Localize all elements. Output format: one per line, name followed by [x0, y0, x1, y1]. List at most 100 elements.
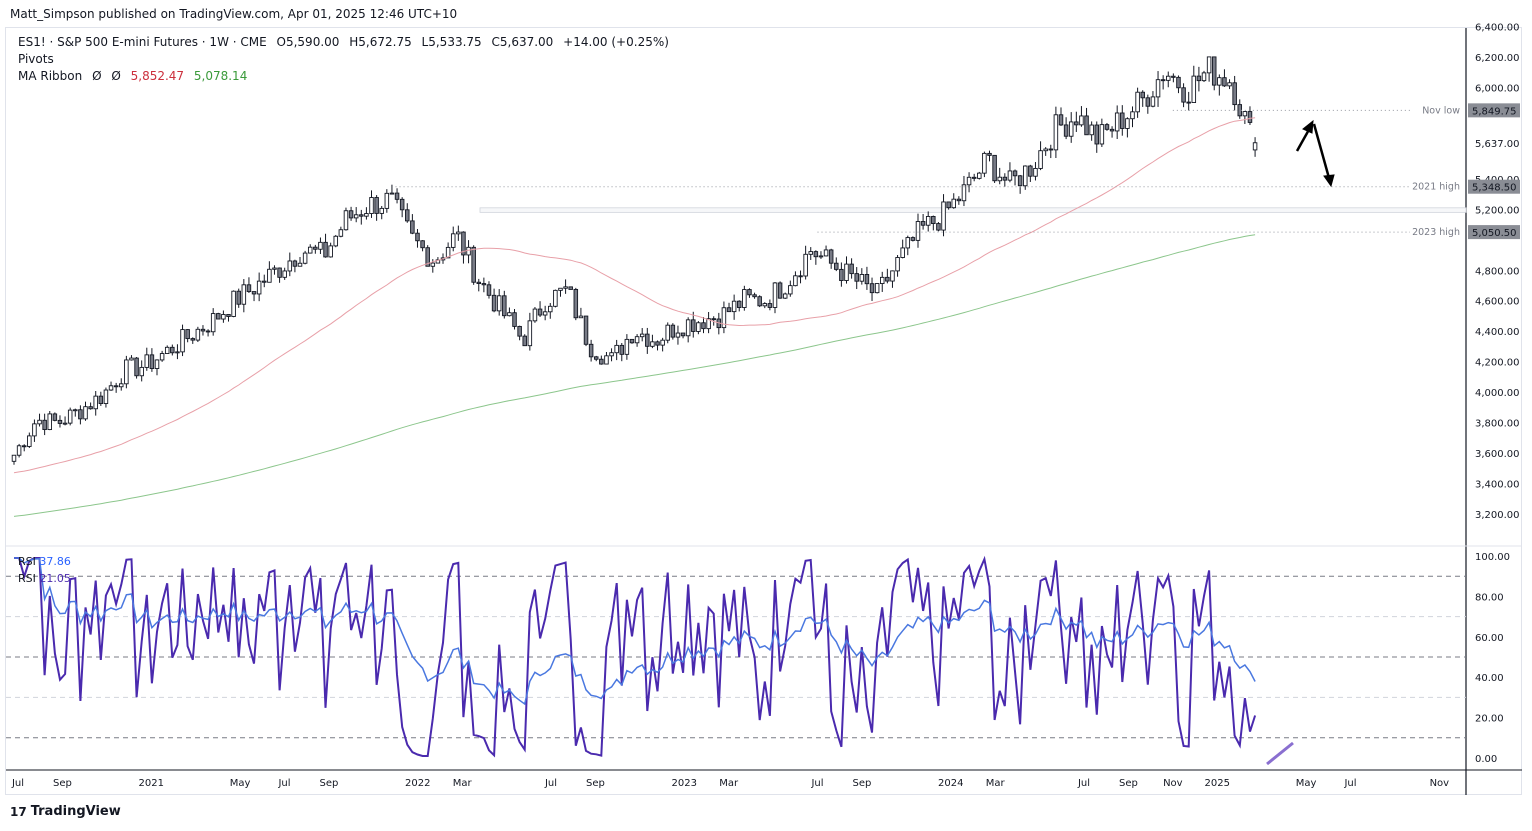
- candle: [900, 239, 905, 259]
- candle-body: [1160, 79, 1166, 82]
- candle-body: [890, 270, 895, 282]
- publish-info: Matt_Simpson published on TradingView.co…: [10, 7, 458, 21]
- ma-ribbon-indicator[interactable]: MA Ribbon: [18, 69, 83, 83]
- candle: [149, 348, 155, 372]
- chart-legend: ES1! · S&P 500 E-mini Futures · 1W · CME…: [18, 34, 675, 85]
- candle: [1033, 162, 1038, 181]
- candle-body: [1104, 124, 1110, 130]
- candle-body: [180, 329, 185, 353]
- candle: [971, 173, 977, 182]
- time-tick-label: 2025: [1205, 778, 1230, 789]
- candle: [486, 281, 492, 299]
- candle: [124, 355, 129, 389]
- candle-body: [399, 198, 405, 211]
- candle: [747, 288, 752, 298]
- candle: [517, 325, 522, 341]
- candle: [139, 360, 144, 382]
- candle: [1186, 91, 1191, 111]
- candle: [512, 309, 517, 330]
- candle: [277, 267, 282, 283]
- time-tick-label: May: [230, 778, 251, 789]
- candle-body: [757, 296, 762, 307]
- candle: [548, 303, 553, 319]
- pivots-indicator[interactable]: Pivots: [18, 52, 54, 66]
- candle-body: [195, 328, 201, 341]
- candle-body: [977, 172, 982, 179]
- candle: [818, 251, 824, 259]
- candle: [946, 201, 951, 210]
- candle-body: [634, 336, 640, 344]
- candles-group: [11, 56, 1258, 465]
- candle-body: [854, 273, 859, 282]
- candle-body: [982, 152, 987, 174]
- candle: [578, 307, 584, 319]
- candle-body: [655, 341, 660, 346]
- candle: [78, 405, 83, 425]
- candle: [772, 282, 778, 314]
- candle-body: [405, 209, 410, 222]
- candle: [164, 345, 170, 354]
- candle-body: [726, 307, 732, 313]
- candle: [731, 294, 737, 320]
- candle-body: [1211, 56, 1217, 86]
- candle-body: [788, 285, 793, 295]
- candle-body: [599, 358, 604, 365]
- candle-body: [471, 246, 476, 283]
- candle: [292, 259, 298, 273]
- candle: [1181, 83, 1186, 108]
- candle: [323, 233, 328, 258]
- candle-body: [476, 281, 482, 285]
- candle: [1140, 90, 1145, 107]
- candle-body: [604, 355, 609, 365]
- candle: [992, 154, 997, 183]
- candle: [1201, 70, 1207, 83]
- candle-body: [920, 221, 926, 226]
- candle-body: [1135, 91, 1140, 113]
- candle-body: [971, 176, 977, 179]
- candle-body: [307, 246, 313, 254]
- arrow-down-head: [1323, 174, 1335, 188]
- candle-body: [767, 303, 773, 308]
- candle-body: [185, 329, 190, 340]
- candle: [389, 184, 395, 195]
- candle: [129, 355, 134, 361]
- symbol-title[interactable]: ES1! · S&P 500 E-mini Futures · 1W · CME: [18, 35, 267, 49]
- tradingview-logo[interactable]: 𝟭𝟳 TradingView: [10, 804, 121, 819]
- candle-body: [742, 289, 747, 308]
- candle: [593, 355, 599, 362]
- candle: [154, 359, 160, 376]
- candle: [83, 401, 88, 421]
- candle-body: [522, 335, 527, 347]
- candle: [537, 301, 543, 318]
- time-tick-label: Nov: [1430, 778, 1450, 789]
- candle: [1063, 117, 1069, 140]
- candle-body: [119, 383, 124, 388]
- candle-body: [1196, 75, 1202, 82]
- candle: [180, 324, 185, 357]
- candle: [420, 240, 425, 252]
- rsi-fast-label[interactable]: RSI: [18, 572, 36, 585]
- candle-body: [1155, 79, 1161, 98]
- rsi-label[interactable]: RSI: [18, 555, 36, 568]
- candle-body: [997, 176, 1002, 182]
- candle-body: [691, 319, 696, 332]
- time-tick-label: May: [1296, 778, 1317, 789]
- candle-body: [154, 359, 160, 369]
- candle-body: [1099, 124, 1105, 145]
- candle: [1125, 117, 1130, 138]
- candle: [359, 209, 364, 225]
- candle-body: [394, 192, 400, 200]
- candle-body: [1227, 82, 1232, 87]
- candle-body: [369, 197, 374, 214]
- rsi-slow-line: [14, 557, 1256, 706]
- candle: [11, 454, 17, 465]
- candle: [307, 244, 313, 254]
- candle: [931, 215, 936, 231]
- candle-body: [353, 214, 359, 219]
- candle: [93, 390, 98, 416]
- candle-body: [803, 253, 808, 277]
- candle: [696, 321, 701, 335]
- candle: [854, 267, 859, 290]
- candle: [374, 195, 379, 221]
